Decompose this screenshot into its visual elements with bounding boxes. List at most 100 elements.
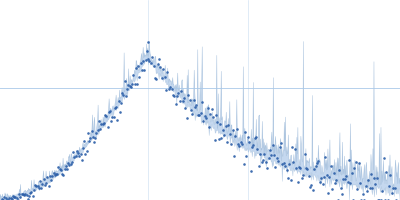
Point (189, 112, 196, 115)
Point (208, 107, 215, 110)
Point (297, 166, 304, 170)
Point (31, 188, 37, 192)
Point (228, 142, 234, 145)
Point (152, 76, 158, 79)
Point (36, 187, 42, 190)
Point (283, 169, 290, 172)
Point (82, 153, 89, 156)
Point (87, 136, 94, 139)
Point (102, 113, 108, 116)
Point (217, 122, 223, 125)
Point (225, 123, 232, 126)
Point (316, 181, 323, 184)
Point (353, 161, 359, 164)
Point (32, 183, 38, 186)
Point (138, 61, 144, 64)
Point (204, 106, 211, 109)
Point (153, 77, 160, 80)
Point (182, 106, 189, 110)
Point (118, 102, 124, 105)
Point (0, 198, 6, 200)
Point (33, 184, 40, 187)
Point (272, 165, 279, 168)
Point (94, 128, 101, 131)
Point (274, 157, 280, 160)
Point (170, 93, 176, 97)
Point (75, 152, 81, 155)
Point (203, 116, 209, 119)
Point (101, 121, 107, 125)
Point (308, 183, 315, 187)
Point (239, 142, 246, 145)
Point (130, 74, 136, 77)
Point (72, 155, 79, 158)
Point (280, 161, 287, 164)
Point (146, 59, 152, 62)
Point (140, 59, 146, 63)
Point (156, 57, 162, 61)
Point (5, 198, 11, 200)
Point (332, 182, 338, 185)
Point (382, 198, 388, 200)
Point (126, 85, 133, 88)
Point (318, 176, 324, 179)
Point (337, 186, 344, 189)
Point (222, 125, 229, 128)
Point (23, 193, 30, 196)
Point (18, 193, 25, 196)
Point (48, 179, 54, 182)
Point (30, 195, 36, 198)
Point (109, 115, 116, 118)
Point (150, 64, 157, 67)
Point (139, 69, 145, 72)
Point (145, 41, 151, 44)
Point (374, 176, 380, 179)
Point (157, 65, 164, 68)
Point (9, 197, 15, 200)
Point (288, 178, 294, 182)
Point (34, 185, 41, 188)
Point (178, 89, 184, 92)
Point (108, 119, 114, 122)
Point (76, 154, 82, 157)
Point (207, 112, 214, 116)
Point (86, 139, 92, 142)
Point (298, 177, 305, 180)
Point (54, 173, 60, 176)
Point (190, 98, 197, 102)
Point (66, 163, 73, 166)
Point (184, 116, 190, 119)
Point (311, 168, 318, 171)
Point (392, 186, 398, 190)
Point (346, 158, 352, 161)
Point (164, 70, 170, 74)
Point (180, 99, 186, 102)
Point (6, 196, 12, 200)
Point (307, 186, 313, 189)
Point (106, 110, 112, 114)
Point (246, 140, 252, 144)
Point (103, 114, 110, 118)
Point (231, 154, 237, 157)
Point (193, 103, 200, 107)
Point (77, 152, 84, 156)
Point (93, 131, 100, 134)
Point (192, 105, 198, 108)
Point (244, 135, 251, 138)
Point (224, 140, 230, 143)
Point (27, 191, 34, 194)
Point (301, 153, 308, 156)
Point (335, 198, 341, 200)
Point (221, 133, 228, 137)
Point (304, 167, 310, 171)
Point (163, 88, 169, 91)
Point (243, 155, 250, 158)
Point (122, 79, 128, 82)
Point (262, 160, 269, 163)
Point (166, 88, 172, 91)
Point (380, 157, 387, 160)
Point (252, 136, 258, 139)
Point (70, 151, 76, 154)
Point (315, 160, 322, 163)
Point (1, 195, 8, 199)
